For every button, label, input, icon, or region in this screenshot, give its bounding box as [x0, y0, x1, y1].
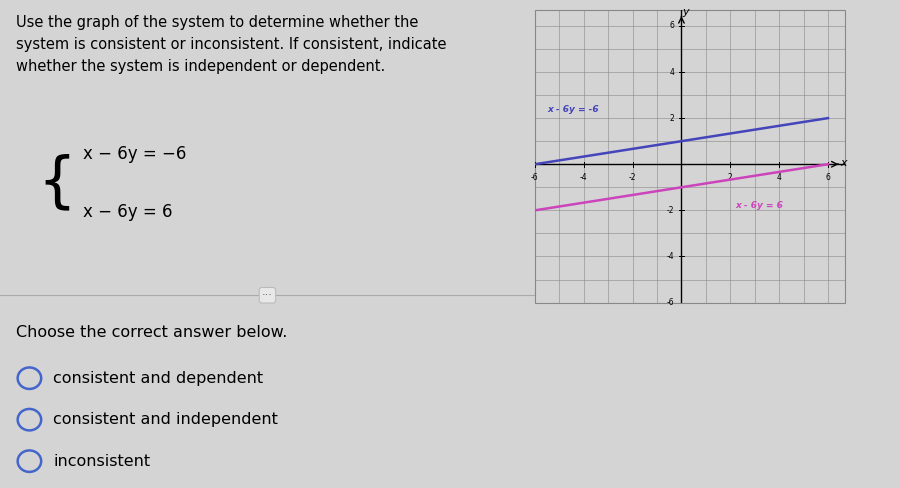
Text: -2: -2: [628, 173, 636, 183]
Text: 6: 6: [825, 173, 831, 183]
Text: x − 6y = 6: x − 6y = 6: [83, 203, 173, 221]
Text: -4: -4: [580, 173, 588, 183]
Text: y: y: [681, 7, 689, 17]
Text: -6: -6: [531, 173, 539, 183]
Text: consistent and dependent: consistent and dependent: [54, 371, 263, 386]
Text: Choose the correct answer below.: Choose the correct answer below.: [16, 325, 288, 340]
Text: 2: 2: [670, 114, 674, 122]
Text: x - 6y = 6: x - 6y = 6: [735, 201, 783, 210]
Text: ···: ···: [262, 290, 273, 300]
Text: x - 6y = -6: x - 6y = -6: [547, 104, 599, 114]
Text: -4: -4: [666, 252, 674, 261]
Text: x − 6y = −6: x − 6y = −6: [83, 145, 186, 163]
Text: Use the graph of the system to determine whether the
system is consistent or inc: Use the graph of the system to determine…: [16, 15, 447, 74]
Text: 6: 6: [669, 21, 674, 30]
Text: x: x: [841, 158, 847, 168]
Text: {: {: [38, 154, 76, 212]
Text: 4: 4: [669, 67, 674, 77]
Text: -2: -2: [666, 206, 674, 215]
Text: 4: 4: [777, 173, 781, 183]
Text: 2: 2: [728, 173, 733, 183]
Text: -6: -6: [666, 298, 674, 307]
Text: inconsistent: inconsistent: [54, 454, 151, 468]
Text: consistent and independent: consistent and independent: [54, 412, 279, 427]
